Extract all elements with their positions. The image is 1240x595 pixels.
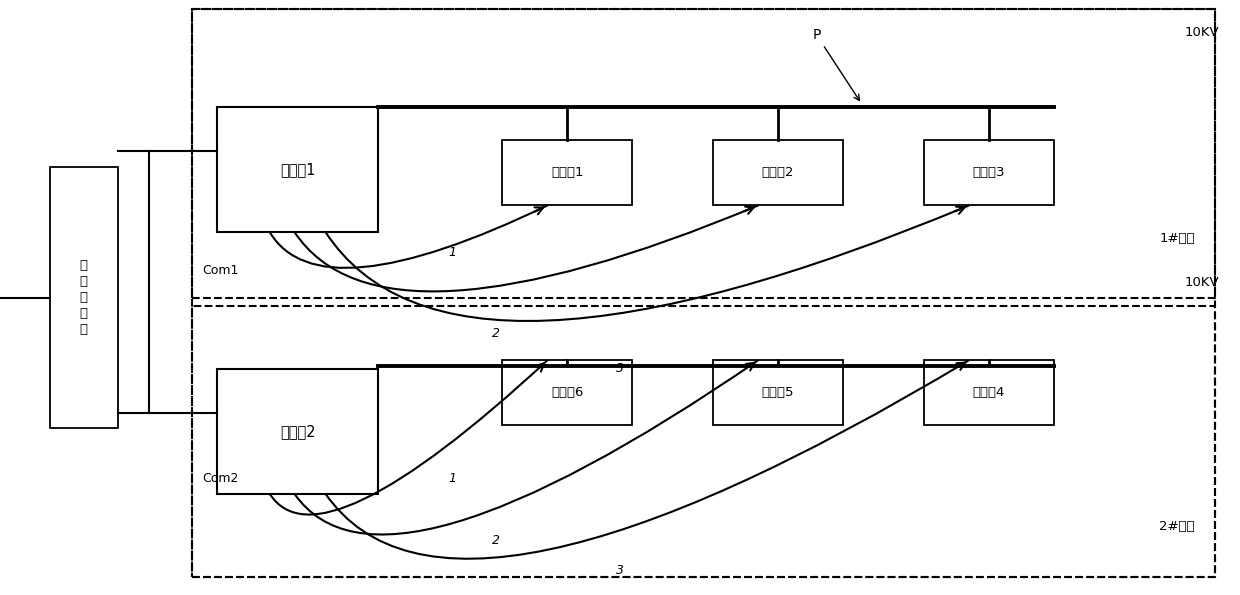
Text: 从载波4: 从载波4: [972, 386, 1006, 399]
FancyBboxPatch shape: [502, 140, 632, 205]
Text: 通
信
管
理
机: 通 信 管 理 机: [79, 259, 88, 336]
FancyBboxPatch shape: [713, 360, 843, 425]
FancyBboxPatch shape: [924, 360, 1054, 425]
Text: 1: 1: [449, 472, 456, 486]
Text: P: P: [812, 28, 859, 101]
FancyBboxPatch shape: [50, 167, 118, 428]
Text: 1#网络: 1#网络: [1159, 231, 1195, 245]
Text: 从载波3: 从载波3: [972, 166, 1006, 179]
Text: 3: 3: [616, 563, 624, 577]
Text: 2: 2: [492, 534, 500, 547]
Text: Com2: Com2: [202, 472, 238, 486]
Text: 1: 1: [449, 246, 456, 259]
Text: 2: 2: [492, 327, 500, 340]
FancyBboxPatch shape: [502, 360, 632, 425]
Text: 3: 3: [616, 362, 624, 375]
Text: 主载波1: 主载波1: [280, 162, 315, 177]
Text: 从载波6: 从载波6: [551, 386, 584, 399]
Text: Com1: Com1: [202, 264, 238, 277]
FancyBboxPatch shape: [217, 107, 378, 232]
Text: 10KV: 10KV: [1184, 26, 1219, 39]
Text: 主载波2: 主载波2: [280, 424, 315, 439]
Text: 10KV: 10KV: [1184, 276, 1219, 289]
FancyBboxPatch shape: [713, 140, 843, 205]
Text: 从载波1: 从载波1: [551, 166, 584, 179]
FancyBboxPatch shape: [217, 369, 378, 494]
Text: 从载波5: 从载波5: [761, 386, 795, 399]
FancyBboxPatch shape: [924, 140, 1054, 205]
Text: 从载波2: 从载波2: [761, 166, 795, 179]
Text: 2#网络: 2#网络: [1159, 520, 1195, 533]
